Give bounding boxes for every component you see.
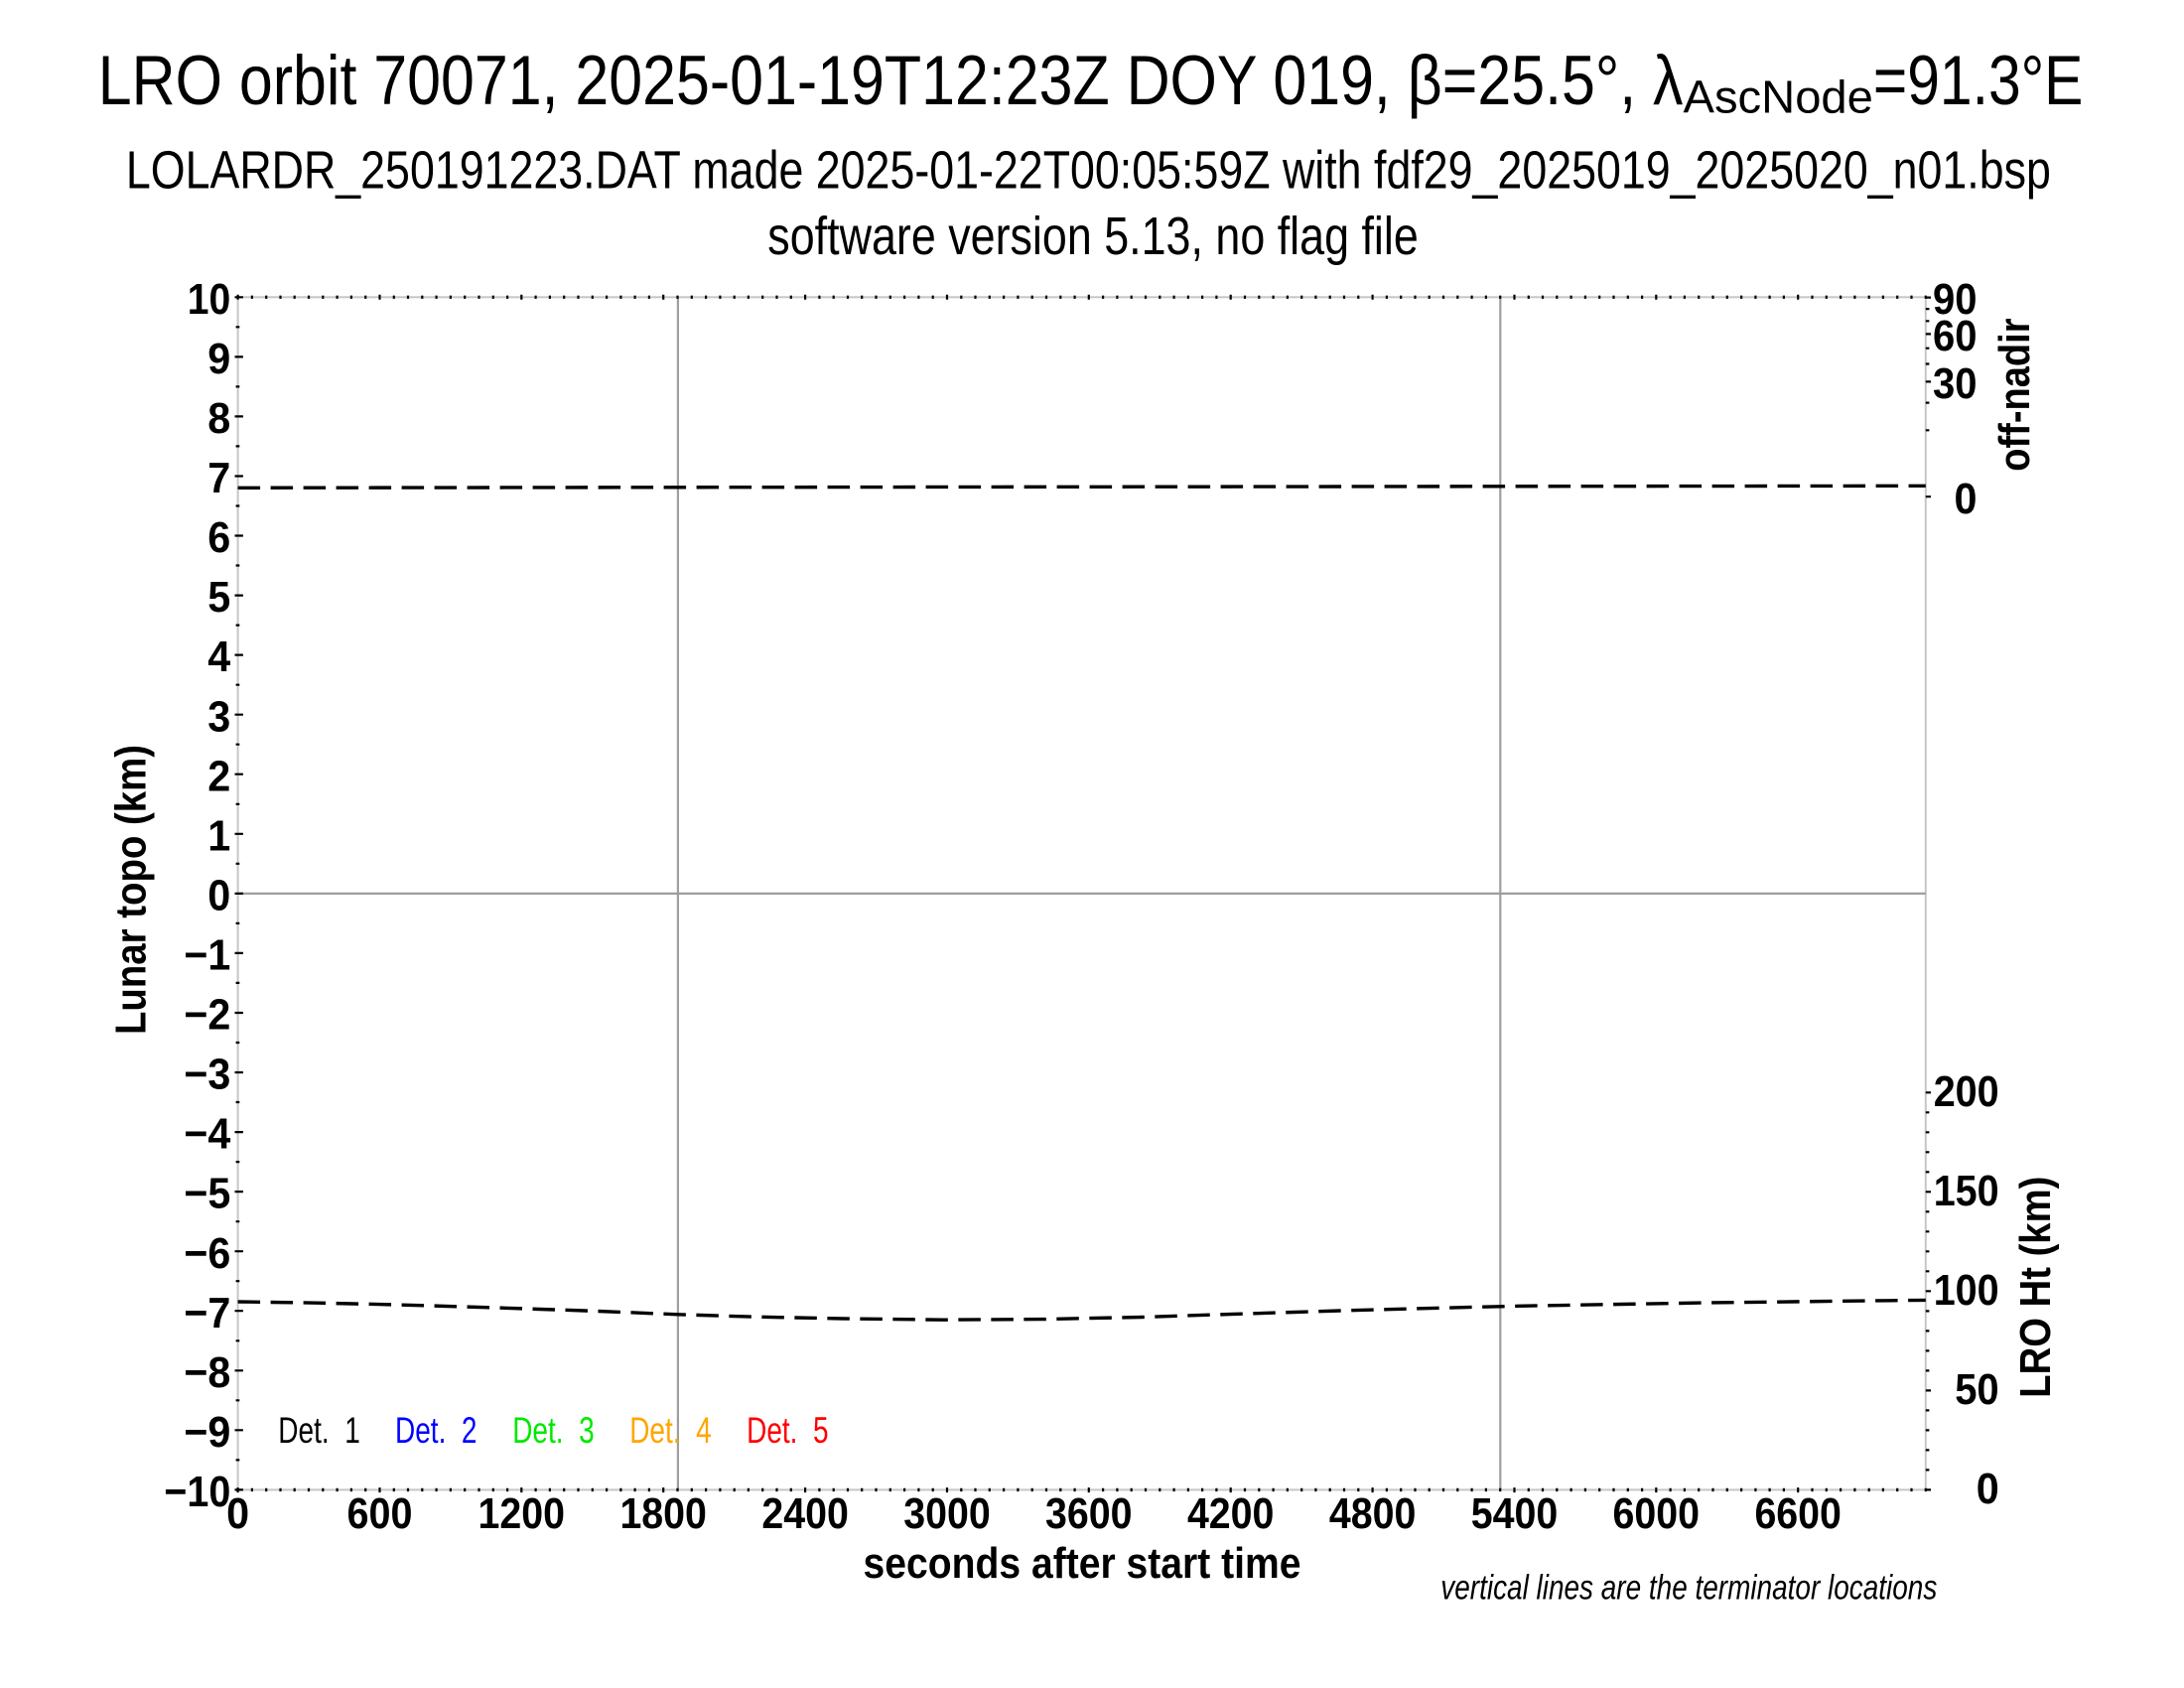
svg-text:vertical lines are the termina: vertical lines are the terminator locati…: [1440, 1569, 1937, 1608]
svg-text:−5: −5: [184, 1170, 230, 1218]
svg-text:Det. 5: Det. 5: [747, 1410, 829, 1451]
svg-text:Lunar topo (km): Lunar topo (km): [106, 745, 155, 1035]
svg-text:60: 60: [1933, 312, 1978, 360]
svg-text:200: 200: [1934, 1067, 1999, 1116]
svg-text:−8: −8: [184, 1348, 230, 1397]
svg-text:600: 600: [347, 1489, 413, 1538]
svg-text:8: 8: [207, 394, 230, 443]
svg-text:5400: 5400: [1471, 1489, 1559, 1538]
svg-text:50: 50: [1955, 1365, 1999, 1414]
svg-text:Det. 2: Det. 2: [395, 1410, 478, 1451]
svg-text:6000: 6000: [1613, 1489, 1701, 1538]
svg-text:9: 9: [207, 335, 230, 383]
svg-text:−7: −7: [184, 1289, 230, 1337]
svg-text:−1: −1: [184, 931, 230, 980]
svg-text:off-nadir: off-nadir: [1990, 318, 2039, 471]
svg-text:2: 2: [207, 752, 230, 800]
svg-text:100: 100: [1934, 1266, 1999, 1315]
svg-text:4800: 4800: [1329, 1489, 1417, 1538]
svg-text:150: 150: [1934, 1167, 1999, 1215]
svg-text:1800: 1800: [619, 1489, 707, 1538]
svg-text:software version 5.13, no flag: software version 5.13, no flag file: [767, 207, 1419, 266]
svg-text:−6: −6: [184, 1229, 230, 1278]
svg-text:0: 0: [226, 1489, 249, 1538]
svg-text:−2: −2: [184, 991, 230, 1040]
svg-text:6: 6: [207, 513, 230, 562]
svg-text:90: 90: [1933, 275, 1978, 324]
svg-text:0: 0: [1955, 475, 1978, 523]
svg-text:0: 0: [207, 872, 230, 920]
svg-text:7: 7: [207, 454, 230, 502]
svg-text:=91.3°E: =91.3°E: [1873, 41, 2083, 119]
svg-text:seconds after start time: seconds after start time: [864, 1539, 1301, 1588]
svg-text:10: 10: [188, 275, 231, 324]
svg-text:2400: 2400: [761, 1489, 849, 1538]
svg-text:LOLARDR_250191223.DAT made 202: LOLARDR_250191223.DAT made 2025-01-22T00…: [126, 141, 2051, 201]
svg-text:3600: 3600: [1045, 1489, 1133, 1538]
svg-text:Det. 3: Det. 3: [512, 1410, 595, 1451]
svg-text:4200: 4200: [1187, 1489, 1275, 1538]
svg-text:1200: 1200: [478, 1489, 566, 1538]
svg-text:1: 1: [207, 811, 230, 860]
svg-text:0: 0: [1977, 1465, 1999, 1513]
svg-text:3: 3: [207, 692, 230, 741]
svg-text:5: 5: [207, 573, 230, 622]
svg-text:Det. 4: Det. 4: [629, 1410, 712, 1451]
svg-text:Det. 1: Det. 1: [278, 1410, 360, 1451]
svg-text:−10: −10: [164, 1468, 230, 1516]
svg-text:AscNode: AscNode: [1684, 70, 1873, 122]
svg-text:−3: −3: [184, 1051, 230, 1099]
svg-text:−4: −4: [184, 1110, 230, 1159]
svg-text:3000: 3000: [903, 1489, 991, 1538]
svg-text:4: 4: [207, 633, 230, 681]
svg-text:6600: 6600: [1754, 1489, 1842, 1538]
svg-text:−9: −9: [184, 1408, 230, 1457]
svg-text:LRO orbit 70071, 2025-01-19T12: LRO orbit 70071, 2025-01-19T12:23Z DOY 0…: [98, 41, 1684, 119]
svg-text:30: 30: [1933, 359, 1978, 408]
svg-text:LRO Ht (km): LRO Ht (km): [2011, 1177, 2060, 1398]
